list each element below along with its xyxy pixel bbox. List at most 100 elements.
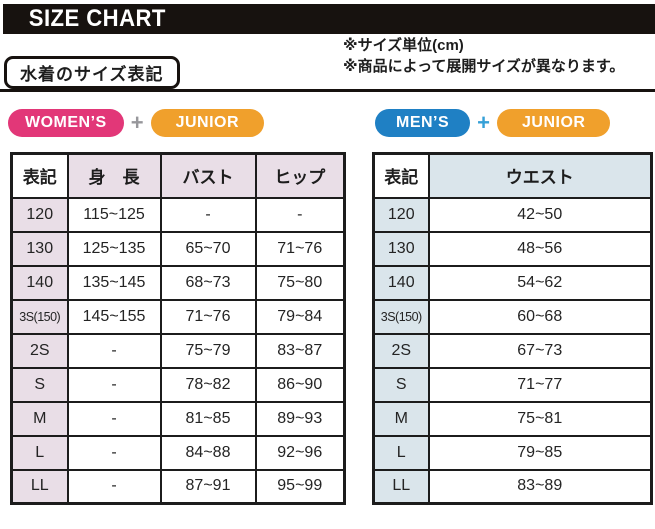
- womens-table-header: 表記 身 長 バスト ヒップ: [10, 152, 346, 199]
- table-cell: 125~135: [66, 230, 162, 267]
- plus-sign: +: [130, 110, 144, 135]
- table-cell: 120: [372, 196, 430, 233]
- table-cell: S: [372, 366, 430, 403]
- table-row: 3S(150) 60~68: [372, 298, 653, 335]
- table-cell: 84~88: [159, 434, 257, 471]
- table-row: 120 115~125- -: [10, 196, 346, 233]
- table-cell: 42~50: [427, 196, 653, 233]
- table-row: LL 83~89: [372, 468, 653, 505]
- table-row: L -84~88 92~96: [10, 434, 346, 471]
- table-row: L 79~85: [372, 434, 653, 471]
- mens-size-table: 表記 ウエスト 120 42~50 130 48~56 140 54~62 3S(150) 6…: [372, 152, 653, 505]
- table-cell: 145~155: [66, 298, 162, 335]
- mens-badge-group: MEN’S + JUNIOR: [375, 109, 611, 137]
- table-cell: M: [372, 400, 430, 437]
- table-row: 130 48~56: [372, 230, 653, 267]
- column-header-hip: ヒップ: [254, 152, 346, 199]
- table-row: 120 42~50: [372, 196, 653, 233]
- table-cell: 83~87: [254, 332, 346, 369]
- table-cell: 78~82: [159, 366, 257, 403]
- table-cell: 130: [10, 230, 69, 267]
- table-cell: -: [66, 366, 162, 403]
- column-header-size: 表記: [10, 152, 69, 199]
- table-cell: 79~85: [427, 434, 653, 471]
- table-cell: M: [10, 400, 69, 437]
- table-cell: 115~125: [66, 196, 162, 233]
- table-row: M -81~85 89~93: [10, 400, 346, 437]
- table-cell: 130: [372, 230, 430, 267]
- table-cell: 71~76: [254, 230, 346, 267]
- note-size-unit: ※サイズ単位(cm): [343, 37, 464, 54]
- womens-table-body: 120 115~125- -130 125~135 65~70 71~76 140 135~1…: [10, 196, 346, 505]
- table-cell: 3S(150): [10, 298, 69, 335]
- table-cell: 54~62: [427, 264, 653, 301]
- table-cell: -: [254, 196, 346, 233]
- junior-badge: JUNIOR: [150, 109, 265, 137]
- table-cell: 48~56: [427, 230, 653, 267]
- table-row: S -78~82 86~90: [10, 366, 346, 403]
- table-cell: -: [66, 400, 162, 437]
- table-cell: 2S: [10, 332, 69, 369]
- table-cell: 67~73: [427, 332, 653, 369]
- column-header-waist: ウエスト: [427, 152, 653, 199]
- title-bar: SIZE CHART: [3, 4, 655, 34]
- table-row: 2S -75~79 83~87: [10, 332, 346, 369]
- table-cell: 81~85: [159, 400, 257, 437]
- notes: ※サイズ単位(cm) ※商品によって展開サイズが異なります。: [343, 35, 624, 77]
- column-header-bust: バスト: [159, 152, 257, 199]
- table-cell: 68~73: [159, 264, 257, 301]
- table-cell: 89~93: [254, 400, 346, 437]
- table-cell: 86~90: [254, 366, 346, 403]
- table-cell: LL: [10, 468, 69, 505]
- table-cell: 83~89: [427, 468, 653, 505]
- section-underline: 水着のサイズ表記: [0, 56, 655, 92]
- table-cell: 120: [10, 196, 69, 233]
- table-row: 140 54~62: [372, 264, 653, 301]
- table-cell: -: [66, 434, 162, 471]
- table-cell: 75~80: [254, 264, 346, 301]
- table-cell: 95~99: [254, 468, 346, 505]
- table-cell: 60~68: [427, 298, 653, 335]
- mens-table-header: 表記 ウエスト: [372, 152, 653, 199]
- table-cell: 3S(150): [372, 298, 430, 335]
- table-cell: 2S: [372, 332, 430, 369]
- table-cell: S: [10, 366, 69, 403]
- womens-size-table: 表記 身 長 バスト ヒップ 120 115~125- -130 125~135 65~…: [10, 152, 346, 505]
- table-cell: 92~96: [254, 434, 346, 471]
- table-cell: 140: [372, 264, 430, 301]
- note-availability: ※商品によって展開サイズが異なります。: [343, 58, 625, 75]
- womens-badge-group: WOMEN’S + JUNIOR: [8, 109, 265, 137]
- table-cell: 75~81: [427, 400, 653, 437]
- table-header-row: 表記 ウエスト: [372, 152, 653, 199]
- table-cell: L: [372, 434, 430, 471]
- column-header-height: 身 長: [66, 152, 162, 199]
- column-header-size: 表記: [372, 152, 430, 199]
- table-row: 130 125~135 65~70 71~76: [10, 230, 346, 267]
- table-row: LL -87~91 95~99: [10, 468, 346, 505]
- table-cell: -: [66, 332, 162, 369]
- table-row: 2S 67~73: [372, 332, 653, 369]
- womens-badge: WOMEN’S: [8, 109, 124, 137]
- table-cell: 71~77: [427, 366, 653, 403]
- junior-badge: JUNIOR: [497, 109, 611, 137]
- table-cell: 87~91: [159, 468, 257, 505]
- table-row: S 71~77: [372, 366, 653, 403]
- table-row: M 75~81: [372, 400, 653, 437]
- table-cell: LL: [372, 468, 430, 505]
- plus-sign: +: [477, 110, 491, 135]
- table-cell: -: [66, 468, 162, 505]
- table-cell: -: [159, 196, 257, 233]
- table-cell: 65~70: [159, 230, 257, 267]
- table-cell: 135~145: [66, 264, 162, 301]
- section-label: 水着のサイズ表記: [4, 56, 180, 89]
- table-cell: 71~76: [159, 298, 257, 335]
- mens-badge: MEN’S: [375, 109, 471, 137]
- mens-table-body: 120 42~50 130 48~56 140 54~62 3S(150) 60~68 2S 67…: [372, 196, 653, 505]
- table-row: 3S(150) 145~155 71~76 79~84: [10, 298, 346, 335]
- table-cell: 75~79: [159, 332, 257, 369]
- table-row: 140 135~145 68~73 75~80: [10, 264, 346, 301]
- table-cell: 79~84: [254, 298, 346, 335]
- table-cell: L: [10, 434, 69, 471]
- table-cell: 140: [10, 264, 69, 301]
